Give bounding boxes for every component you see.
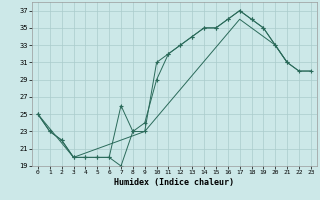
X-axis label: Humidex (Indice chaleur): Humidex (Indice chaleur) <box>115 178 234 187</box>
